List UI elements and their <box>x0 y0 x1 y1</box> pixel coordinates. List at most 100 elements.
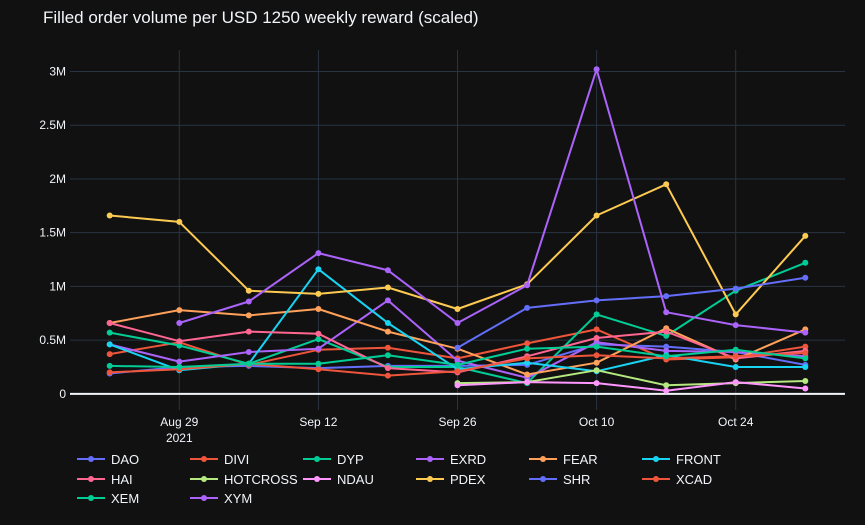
series-xem <box>106 343 809 370</box>
legend-label: HOTCROSS <box>224 471 298 487</box>
data-point <box>663 181 670 188</box>
data-point <box>384 267 391 274</box>
data-point <box>732 346 739 353</box>
legend-swatch <box>416 475 444 482</box>
data-point <box>663 382 670 389</box>
data-point <box>802 385 809 392</box>
data-point <box>106 341 113 348</box>
data-point <box>315 250 322 257</box>
data-point <box>732 311 739 318</box>
data-point <box>802 259 809 266</box>
data-point <box>732 322 739 329</box>
y-tick-label: 1.5M <box>39 226 66 240</box>
data-point <box>384 297 391 304</box>
data-point <box>176 364 183 370</box>
data-point <box>524 379 531 386</box>
data-point <box>315 345 322 352</box>
series-ndau <box>454 379 809 394</box>
data-point <box>663 347 670 354</box>
legend-marker <box>201 475 207 482</box>
legend-marker <box>201 456 207 462</box>
legend-swatch <box>190 456 218 462</box>
x-tick-label: Sep 26 <box>438 415 476 429</box>
data-point <box>384 344 391 351</box>
data-point <box>176 342 183 349</box>
data-point <box>315 290 322 297</box>
data-point <box>593 212 600 219</box>
data-point <box>176 218 183 225</box>
legend-swatch <box>77 475 105 482</box>
legend-label: XEM <box>111 491 140 506</box>
legend-marker <box>540 456 546 462</box>
legend-swatch <box>77 495 105 501</box>
legend-swatch <box>529 456 557 462</box>
x-tick-label: Sep 12 <box>299 415 337 429</box>
data-point <box>245 287 252 294</box>
data-point <box>732 285 739 292</box>
data-point <box>593 297 600 304</box>
data-point <box>593 335 600 341</box>
data-point <box>315 266 322 273</box>
data-point <box>106 362 113 369</box>
axes: 0 0.5M 1M 1.5M 2M 2.5M 3M Aug 29 2021 Sep 12 Sep 2… <box>39 64 845 445</box>
data-point <box>454 320 461 326</box>
data-point <box>802 364 809 370</box>
legend-swatch <box>642 456 670 462</box>
series-line <box>457 381 806 392</box>
x-tick-label: Oct 24 <box>718 415 754 429</box>
data-point <box>315 360 322 367</box>
legend-swatch <box>529 475 557 482</box>
data-point <box>176 358 183 365</box>
legend-marker <box>427 475 433 482</box>
legend-swatch <box>642 475 670 482</box>
data-point <box>176 338 183 345</box>
data-point <box>106 212 113 219</box>
data-point <box>593 380 600 387</box>
legend-swatch <box>303 456 331 462</box>
data-point <box>663 353 670 360</box>
data-point <box>663 293 670 300</box>
legend-label: DYP <box>337 452 364 467</box>
series-xym <box>176 66 809 336</box>
legend-label: EXRD <box>450 452 487 467</box>
data-point <box>315 366 322 373</box>
data-point <box>315 306 322 312</box>
data-point <box>245 312 252 319</box>
data-point <box>384 284 391 291</box>
legend-label: XCAD <box>676 471 713 487</box>
legend-label: SHR <box>563 471 591 487</box>
series-shr <box>454 274 809 351</box>
data-point <box>384 328 391 335</box>
data-point <box>384 320 391 326</box>
x-tick-label: Aug 29 <box>160 415 198 429</box>
series-line <box>179 68 806 334</box>
data-point <box>593 339 600 346</box>
data-point <box>524 345 531 352</box>
data-point <box>245 349 252 355</box>
data-point <box>524 355 531 362</box>
legend-marker <box>88 495 94 501</box>
legend-label: DAO <box>111 452 140 467</box>
data-point <box>245 298 252 305</box>
x-tick-label: Oct 10 <box>579 415 615 429</box>
legend-marker <box>88 475 94 482</box>
legend-marker <box>88 456 94 462</box>
data-point <box>802 232 809 239</box>
data-point <box>245 360 252 367</box>
legend-marker <box>201 495 207 501</box>
chart-title: Filled order volume per USD 1250 weekly … <box>43 8 479 27</box>
data-point <box>802 378 809 384</box>
y-tick-label: 0.5M <box>39 333 66 347</box>
data-point <box>106 329 113 336</box>
y-tick-label: 0 <box>59 387 66 401</box>
data-point <box>454 382 461 389</box>
data-point <box>524 304 531 311</box>
data-point <box>384 352 391 359</box>
data-point <box>524 340 531 347</box>
data-point <box>524 371 531 378</box>
data-point <box>106 320 113 326</box>
data-point <box>593 352 600 359</box>
legend-marker <box>653 456 659 462</box>
legend-swatch <box>416 456 444 462</box>
